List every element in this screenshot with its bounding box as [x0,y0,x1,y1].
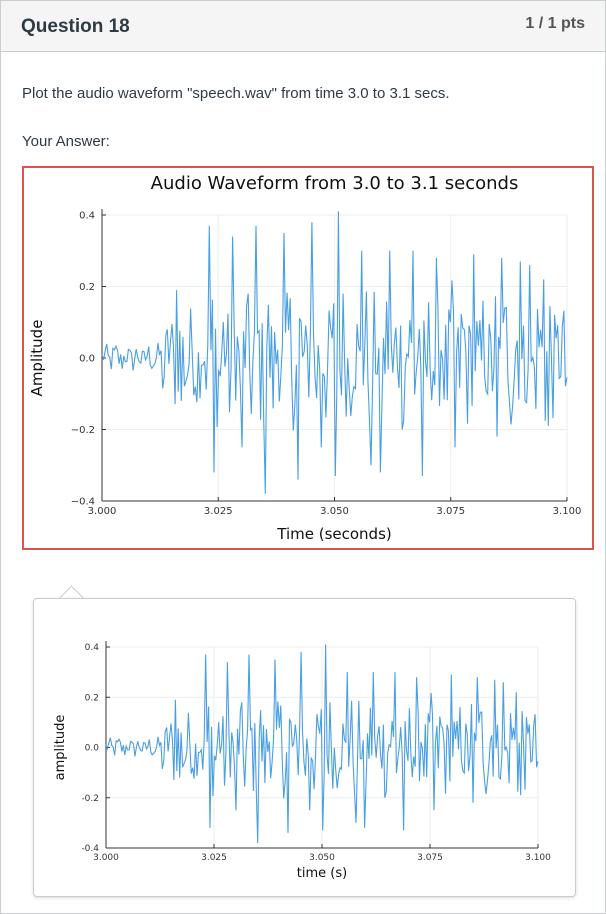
question-text: Plot the audio waveform "speech.wav" fro… [22,85,450,102]
x-tick-label: 3.075 [417,853,443,863]
x-tick-label: 3.075 [436,506,465,517]
x-tick-label: 3.000 [88,506,117,517]
y-tick-label: 0.4 [79,210,95,221]
y-tick-label: 0.4 [85,643,100,653]
answer-waveform-chart: 3.000 3.025 3.050 3.075 3.100 −0.4 −0.2 0.0 0.2 0… [28,173,582,543]
y-tick-label: 0.0 [85,744,100,754]
y-tick-label: −0.4 [71,496,95,507]
waveform-line [101,211,568,494]
question-header: Question 18 1 / 1 pts [1,1,605,52]
waveform-line [105,644,539,844]
y-tick-label: -0.2 [81,794,99,804]
y-axis-label: Amplitude [28,320,46,397]
x-axis-label: time (s) [297,866,347,881]
answer-label: Your Answer: [22,133,110,150]
x-tick-label: 3.100 [553,506,582,517]
y-tick-label: −0.2 [71,425,95,436]
comment-card: 3.000 3.025 3.050 3.075 3.100 -0.4 -0.2 0.0 0.2 0… [33,598,576,897]
answer-image: 3.000 3.025 3.050 3.075 3.100 −0.4 −0.2 0.0 0.2 0… [22,166,594,550]
x-tick-label: 3.025 [201,853,227,863]
reference-waveform-chart: 3.000 3.025 3.050 3.075 3.100 -0.4 -0.2 0.0 0.2 0… [53,641,551,881]
y-tick-label: -0.4 [81,844,99,854]
x-tick-label: 3.025 [204,506,233,517]
question-points: 1 / 1 pts [525,15,585,32]
x-tick-label: 3.000 [93,853,119,863]
x-tick-label: 3.050 [309,853,335,863]
x-tick-label: 3.100 [525,853,551,863]
x-axis-label: Time (seconds) [276,525,392,543]
y-tick-label: 0.2 [85,693,99,703]
y-tick-label: 0.0 [79,353,95,364]
chart-title: Audio Waveform from 3.0 to 3.1 seconds [151,173,519,194]
y-tick-label: 0.2 [79,282,95,293]
y-axis-label: amplitude [53,715,68,781]
question-title: Question 18 [21,16,130,37]
x-tick-label: 3.050 [320,506,349,517]
